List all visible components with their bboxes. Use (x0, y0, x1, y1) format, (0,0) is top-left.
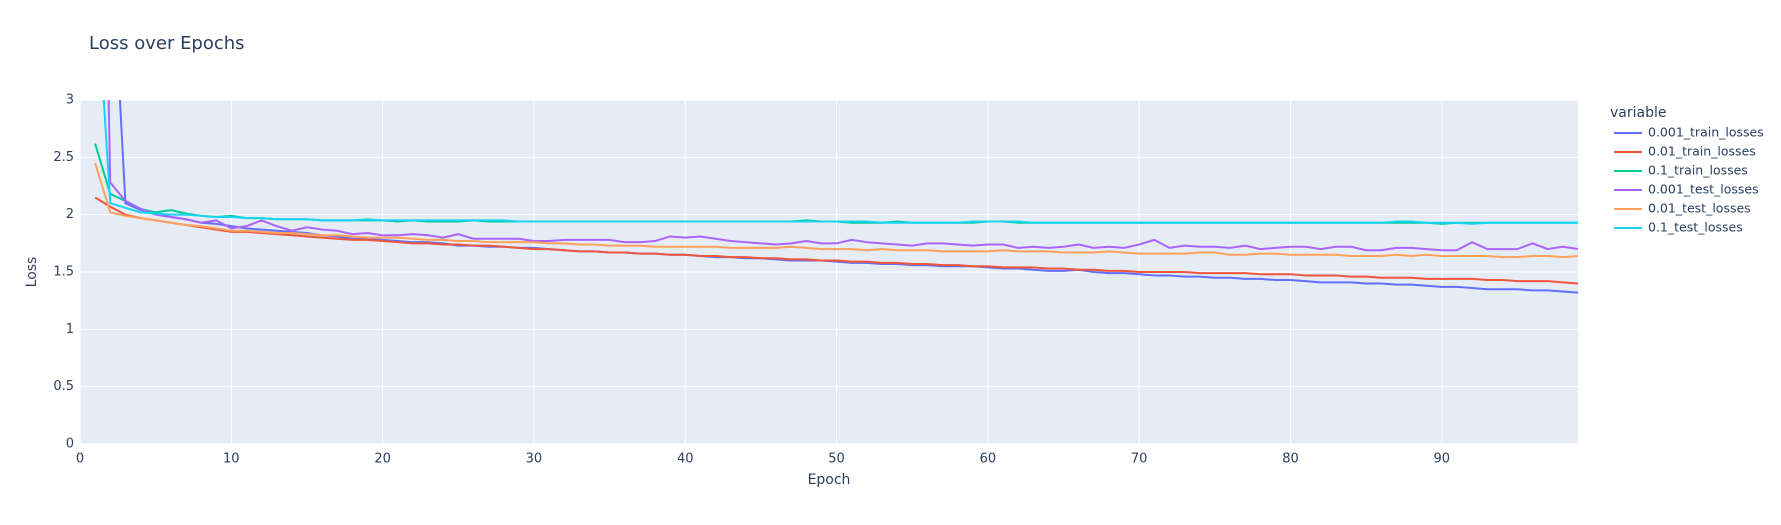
x-tick-label: 0 (76, 452, 84, 467)
series-line (102, 100, 1578, 225)
y-tick-label: 0.5 (53, 379, 74, 394)
y-tick-label: 1.5 (53, 265, 74, 280)
x-tick-label: 50 (828, 452, 845, 467)
legend-label: 0.1_train_losses (1648, 163, 1748, 178)
series-line (107, 100, 1578, 252)
x-tick-label: 90 (1434, 452, 1451, 467)
y-tick-label: 2.5 (53, 150, 74, 165)
legend-label: 0.01_test_losses (1648, 201, 1751, 216)
y-tick-label: 3 (66, 93, 74, 108)
x-tick-label: 60 (980, 452, 997, 467)
legend-label: 0.01_train_losses (1648, 144, 1756, 159)
chart-title: Loss over Epochs (89, 33, 245, 54)
x-tick-label: 10 (223, 452, 240, 467)
series-line (118, 100, 1578, 294)
y-tick-label: 1 (66, 322, 74, 337)
y-tick-label: 0 (66, 437, 74, 452)
x-tick-label: 70 (1131, 452, 1148, 467)
legend-label: 0.001_train_losses (1648, 125, 1764, 140)
legend-title: variable (1610, 105, 1666, 121)
legend-label: 0.001_test_losses (1648, 182, 1759, 197)
series-line (94, 196, 1578, 285)
x-tick-label: 80 (1282, 452, 1299, 467)
x-tick-label: 30 (526, 452, 543, 467)
y-axis-title: Loss (24, 257, 40, 288)
x-tick-label: 20 (374, 452, 391, 467)
series-line (94, 162, 1578, 259)
x-axis-title: Epoch (808, 472, 851, 488)
plot-lines (94, 100, 1578, 294)
legend-label: 0.1_test_losses (1648, 220, 1743, 235)
y-tick-label: 2 (66, 207, 74, 222)
x-tick-label: 40 (677, 452, 694, 467)
